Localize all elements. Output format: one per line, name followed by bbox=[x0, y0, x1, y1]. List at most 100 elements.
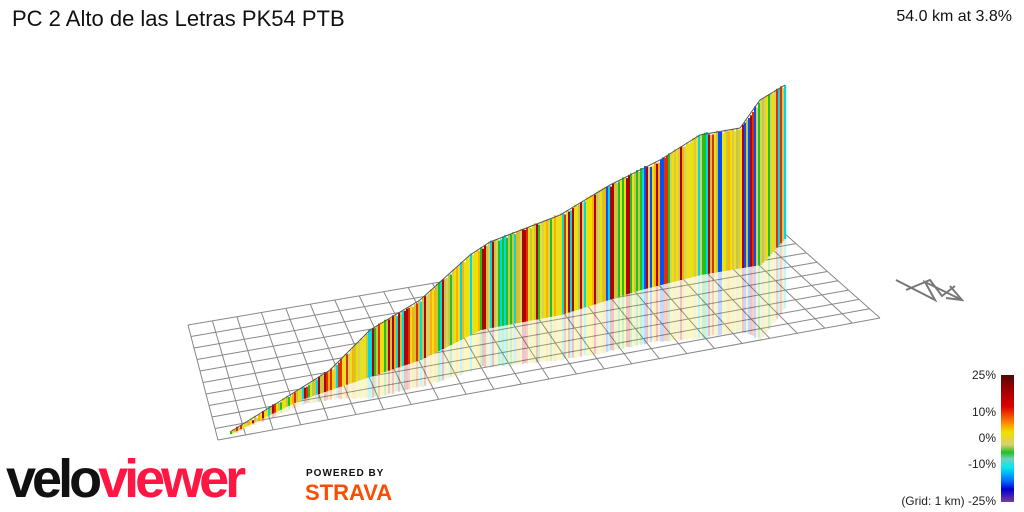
reflection-segment bbox=[750, 266, 753, 335]
profile-segment bbox=[636, 170, 639, 292]
reflection-segment bbox=[650, 287, 653, 342]
reflection-segment bbox=[240, 429, 243, 432]
profile-segment bbox=[624, 177, 627, 295]
reflection-segment bbox=[234, 432, 237, 434]
reflection-segment bbox=[512, 324, 515, 366]
profile-segment bbox=[514, 234, 517, 324]
reflection-segment bbox=[354, 382, 357, 399]
reflection-segment bbox=[668, 283, 671, 342]
profile-segment bbox=[340, 358, 343, 387]
profile-segment bbox=[370, 329, 373, 377]
profile-segment bbox=[500, 239, 503, 327]
reflection-segment bbox=[432, 354, 435, 384]
reflection-segment bbox=[702, 274, 705, 339]
profile-segment bbox=[466, 258, 469, 337]
profile-segment bbox=[626, 178, 629, 295]
profile-segment bbox=[730, 129, 733, 270]
profile-segment bbox=[494, 239, 497, 328]
reflection-segment bbox=[258, 420, 261, 424]
profile-segment bbox=[502, 236, 505, 326]
profile-segment bbox=[318, 376, 321, 394]
profile-segment bbox=[480, 247, 483, 330]
reflection-segment bbox=[466, 337, 469, 373]
profile-segment bbox=[332, 369, 335, 390]
profile-segment bbox=[436, 283, 439, 352]
profile-segment bbox=[506, 237, 509, 326]
reflection-segment bbox=[682, 279, 685, 340]
reflection-segment bbox=[530, 320, 533, 363]
reflection-segment bbox=[366, 378, 369, 398]
reflection-segment bbox=[312, 396, 315, 403]
reflection-segment bbox=[320, 393, 323, 402]
profile-segment bbox=[278, 402, 281, 411]
reflection-segment bbox=[688, 278, 691, 339]
reflection-segment bbox=[694, 276, 697, 339]
reflection-segment bbox=[260, 419, 263, 422]
reflection-segment bbox=[768, 256, 771, 330]
route-summary: 54.0 km at 3.8% bbox=[896, 8, 1012, 25]
profile-segment bbox=[240, 424, 243, 430]
reflection-segment bbox=[274, 412, 277, 417]
profile-segment bbox=[382, 321, 385, 373]
profile-segment bbox=[234, 429, 237, 433]
profile-segment bbox=[366, 333, 369, 378]
profile-segment bbox=[634, 172, 637, 292]
reflection-segment bbox=[330, 390, 333, 400]
reflection-segment bbox=[696, 276, 699, 340]
reflection-segment bbox=[780, 243, 783, 315]
reflection-segment bbox=[506, 325, 509, 365]
profile-segment bbox=[632, 175, 635, 293]
reflection-segment bbox=[358, 380, 361, 398]
reflection-segment bbox=[242, 428, 245, 430]
profile-segment bbox=[732, 128, 735, 270]
reflection-segment bbox=[576, 310, 579, 357]
reflection-segment bbox=[646, 288, 649, 344]
profile-segment bbox=[650, 166, 653, 288]
profile-segment bbox=[298, 389, 301, 401]
reflection-segment bbox=[394, 368, 397, 393]
reflection-segment bbox=[532, 320, 535, 364]
profile-segment bbox=[296, 391, 299, 402]
profile-segment bbox=[696, 135, 699, 276]
reflection-segment bbox=[554, 316, 557, 362]
profile-segment bbox=[538, 224, 541, 320]
profile-segment bbox=[428, 293, 431, 356]
profile-segment bbox=[564, 214, 567, 314]
reflection-segment bbox=[286, 406, 289, 412]
profile-segment bbox=[578, 204, 581, 310]
reflection-segment bbox=[558, 315, 561, 360]
reflection-segment bbox=[370, 376, 373, 398]
veloviewer-logo[interactable]: veloviewer bbox=[6, 452, 246, 506]
reflection-segment bbox=[620, 296, 623, 349]
reflection-segment bbox=[580, 308, 583, 357]
profile-segment bbox=[664, 157, 667, 284]
profile-segment bbox=[558, 216, 561, 316]
reflection-segment bbox=[472, 334, 475, 370]
profile-segment bbox=[750, 115, 753, 267]
reflection-segment bbox=[336, 388, 339, 399]
profile-segment bbox=[540, 222, 543, 319]
profile-segment bbox=[434, 289, 437, 353]
reflection-segment bbox=[434, 353, 437, 382]
reflection-segment bbox=[770, 254, 773, 327]
reflection-segment bbox=[722, 271, 725, 334]
profile-segment bbox=[390, 318, 393, 370]
reflection-segment bbox=[416, 361, 419, 388]
profile-segment bbox=[446, 277, 449, 347]
reflection-segment bbox=[392, 369, 395, 394]
grid-line bbox=[202, 271, 828, 383]
profile-segment bbox=[268, 407, 271, 416]
profile-segment bbox=[486, 245, 489, 329]
reflection-segment bbox=[298, 400, 301, 407]
profile-segment bbox=[714, 133, 717, 273]
reflection-segment bbox=[706, 274, 709, 338]
profile-segment bbox=[508, 234, 511, 325]
strava-logo[interactable]: STRAVA bbox=[305, 480, 393, 505]
profile-segment bbox=[238, 427, 241, 431]
reflection-segment bbox=[662, 284, 665, 342]
profile-segment bbox=[292, 393, 295, 404]
reflection-segment bbox=[284, 407, 287, 412]
reflection-segment bbox=[440, 350, 443, 382]
reflection-segment bbox=[244, 427, 247, 429]
